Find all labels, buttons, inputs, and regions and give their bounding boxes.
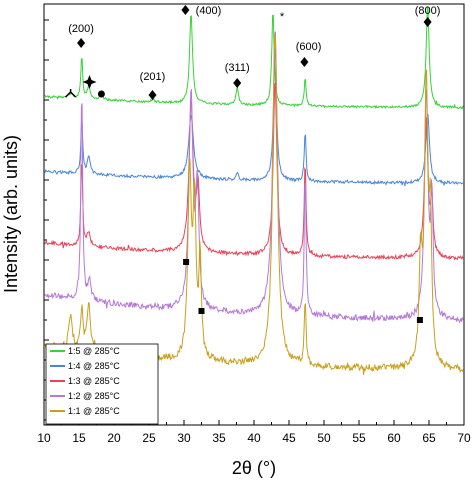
diamond-marker (148, 90, 157, 100)
asterisk-annotation: * (280, 11, 285, 23)
legend-item: 1:5 @ 285°C (68, 346, 120, 356)
series-line (44, 31, 464, 324)
peak-annotation: (311) (225, 62, 250, 74)
square-marker (416, 317, 423, 323)
legend: 1:5 @ 285°C 1:4 @ 285°C 1:3 @ 285°C 1:2 @ 2… (45, 343, 159, 425)
diamond-marker (181, 5, 190, 15)
x-tick-label: 15 (72, 431, 86, 445)
peak-annotation: (200) (68, 23, 94, 35)
peak-annotation: (800) (415, 5, 441, 17)
legend-item: 1:2 @ 285°C (68, 391, 120, 401)
y-axis-label: Intensity (arb. units) (1, 135, 21, 293)
series-line (44, 5, 464, 110)
diamond-marker (233, 78, 242, 88)
axis-ticks: 10 15 20 25 30 35 40 45 50 55 60 65 70 (37, 19, 471, 445)
diamond-marker (423, 17, 432, 27)
star-marker (82, 75, 97, 89)
x-tick-label: 25 (142, 431, 156, 445)
series-line (43, 33, 464, 375)
square-marker (198, 308, 205, 314)
x-tick-label: 10 (37, 431, 51, 445)
x-tick-label: 55 (352, 431, 366, 445)
x-tick-label: 60 (387, 431, 401, 445)
peak-annotation: (600) (296, 41, 322, 53)
x-tick-label: 30 (177, 431, 191, 445)
x-tick-label: 65 (422, 431, 436, 445)
square-marker (183, 259, 190, 265)
legend-item: 1:1 @ 285°C (68, 406, 120, 416)
diamond-marker (300, 57, 309, 67)
x-tick-label: 40 (247, 431, 261, 445)
series-line (43, 48, 464, 187)
legend-item: 1:3 @ 285°C (68, 376, 120, 386)
caret-marker (65, 89, 77, 98)
x-tick-label: 45 (282, 431, 296, 445)
series-line (43, 82, 464, 261)
peak-annotation: (400) (196, 5, 222, 17)
peak-annotation: (201) (140, 71, 166, 83)
series-group (43, 5, 464, 375)
diamond-marker (77, 38, 86, 48)
x-tick-label: 50 (317, 431, 331, 445)
x-tick-label: 70 (457, 431, 471, 445)
legend-item: 1:4 @ 285°C (68, 361, 120, 371)
x-tick-label: 35 (212, 431, 226, 445)
circle-marker (97, 90, 105, 98)
x-tick-label: 20 (107, 431, 121, 445)
annotations: (200) (201) (400) (311) (600) (800) * (68, 5, 440, 83)
x-axis-label: 2θ (°) (232, 458, 276, 478)
peak-markers (65, 5, 432, 323)
